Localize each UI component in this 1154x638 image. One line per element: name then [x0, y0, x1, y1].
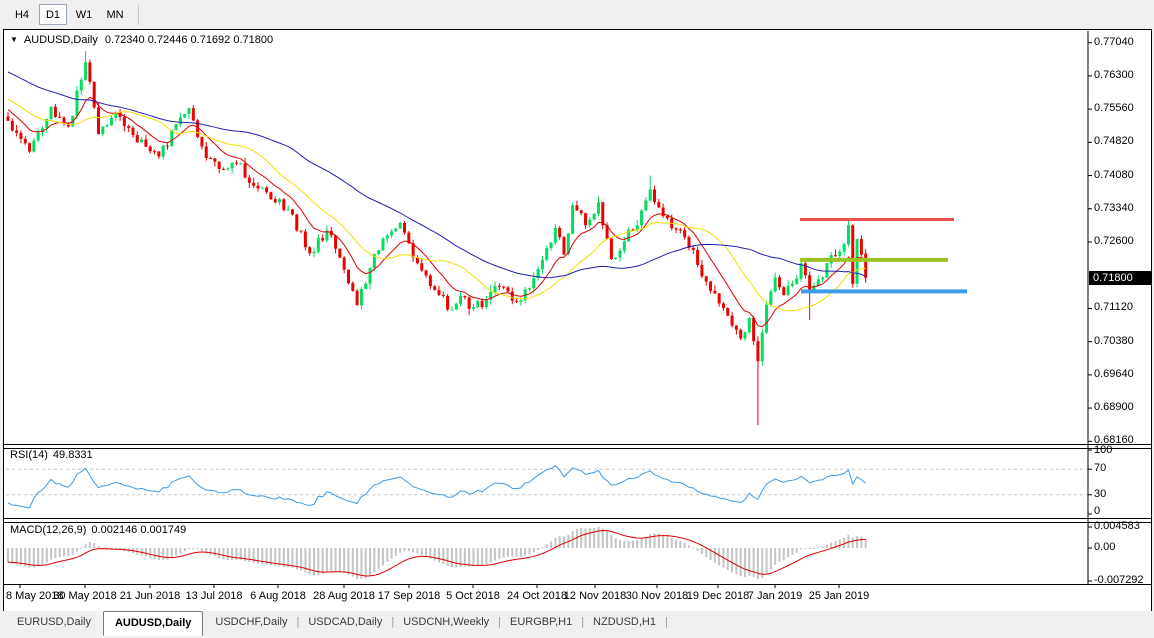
date-axis-label: 5 Oct 2018 — [446, 590, 500, 602]
price-axis-label: 0.70380 — [1094, 335, 1134, 347]
chart-tab-usdcnh-weekly[interactable]: USDCNH,Weekly — [403, 616, 490, 628]
rsi-axis-label: 70 — [1094, 462, 1107, 474]
date-axis-label: 13 Jul 2018 — [185, 590, 243, 602]
date-axis-label: 30 Nov 2018 — [625, 590, 689, 602]
macd-values: 0.002146 0.001749 — [91, 524, 187, 536]
panel-splitter-rsi-macd[interactable] — [4, 518, 1152, 519]
panel-splitter-main-rsi[interactable] — [4, 444, 1152, 445]
chart-tab-eurusd-daily[interactable]: EURUSD,Daily — [17, 616, 91, 628]
price-axis-label: 0.76300 — [1094, 69, 1134, 81]
date-axis-line — [4, 584, 1152, 585]
timeframe-toolbar: H4 D1 W1 MN — [0, 0, 1154, 29]
toolbar-separator — [138, 4, 139, 25]
tab-separator: | — [498, 616, 502, 628]
date-axis-label: 17 Sep 2018 — [377, 590, 441, 602]
timeframe-button-d1[interactable]: D1 — [39, 4, 67, 25]
date-axis-label: 25 Jan 2019 — [808, 590, 870, 602]
panel-splitter-main-rsi-lower[interactable] — [4, 448, 1152, 449]
price-axis-label: 0.69640 — [1094, 368, 1134, 380]
chart-tab-usdcad-daily[interactable]: USDCAD,Daily — [308, 616, 383, 628]
chart-tabs-bar: EURUSD,Daily AUDUSD,Daily USDCHF,Daily | USD… — [0, 611, 1154, 638]
macd-axis-label: 0.00 — [1094, 541, 1116, 553]
chart-title: ▼ AUDUSD,Daily 0.72340 0.72446 0.71692 0.7… — [10, 34, 280, 47]
price-axis-label: 0.68900 — [1094, 401, 1134, 413]
date-axis-label: 24 Oct 2018 — [507, 590, 567, 602]
panel-splitter-rsi-macd-lower[interactable] — [4, 522, 1152, 523]
timeframe-button-h4[interactable]: H4 — [8, 4, 36, 25]
date-axis-label: 30 May 2018 — [53, 590, 117, 602]
chart-tab-audusd-daily[interactable]: AUDUSD,Daily — [102, 611, 204, 636]
price-axis-label: 0.74820 — [1094, 135, 1134, 147]
price-axis-label: 0.77040 — [1094, 36, 1134, 48]
timeframe-button-mn[interactable]: MN — [101, 4, 129, 25]
tab-separator: | — [296, 616, 300, 628]
price-axis-label: 0.68160 — [1094, 434, 1134, 446]
price-axis-label: 0.74080 — [1094, 169, 1134, 181]
price-axis-label: 0.75560 — [1094, 102, 1134, 114]
chart-ohlc-values: 0.72340 0.72446 0.71692 0.71800 — [104, 34, 274, 46]
date-axis-label: 21 Jun 2018 — [119, 590, 181, 602]
macd-axis-label: 0.004583 — [1094, 520, 1140, 532]
current-price-box: 0.71800 — [1089, 271, 1151, 285]
rsi-name: RSI(14) — [10, 449, 48, 461]
macd-indicator-label: MACD(12,26,9) 0.002146 0.001749 — [10, 524, 191, 537]
macd-name: MACD(12,26,9) — [10, 524, 87, 536]
date-axis-label: 6 Aug 2018 — [250, 590, 306, 602]
rsi-value: 49.8331 — [52, 449, 93, 461]
date-axis-label: 28 Aug 2018 — [313, 590, 375, 602]
quick-trade-arrow-icon[interactable]: ▼ — [10, 35, 18, 44]
timeframe-button-w1[interactable]: W1 — [70, 4, 98, 25]
tab-separator: | — [665, 616, 668, 628]
date-axis-label: 19 Dec 2018 — [686, 590, 750, 602]
chart-symbol: AUDUSD,Daily — [23, 34, 98, 46]
date-axis-label: 8 May 2018 — [6, 590, 64, 602]
chart-tab-nzdusd-h1[interactable]: NZDUSD,H1 — [593, 616, 656, 628]
chart-tab-usdchf-daily[interactable]: USDCHF,Daily — [215, 616, 288, 628]
rsi-axis-label: 100 — [1094, 444, 1113, 456]
price-axis-label: 0.71120 — [1094, 301, 1133, 313]
tab-separator: | — [391, 616, 395, 628]
price-axis-label: 0.73340 — [1094, 202, 1134, 214]
price-axis-label: 0.72600 — [1094, 235, 1134, 247]
rsi-axis-label: 0 — [1094, 505, 1101, 517]
chart-tab-eurgbp-h1[interactable]: EURGBP,H1 — [510, 616, 573, 628]
date-axis-label: 12 Nov 2018 — [563, 590, 627, 602]
date-axis-label: 7 Jan 2019 — [747, 590, 803, 602]
rsi-indicator-label: RSI(14) 49.8331 — [10, 449, 98, 462]
rsi-axis-label: 30 — [1094, 488, 1107, 500]
tab-separator: | — [581, 616, 585, 628]
macd-axis-label: -0.007292 — [1094, 574, 1144, 586]
